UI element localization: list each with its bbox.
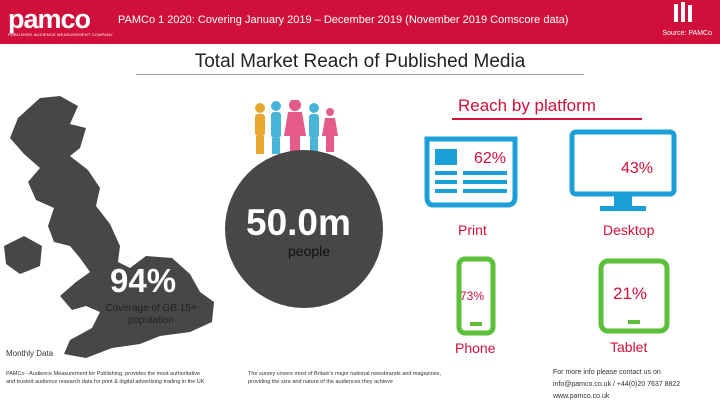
page-title: Total Market Reach of Published Media xyxy=(194,51,526,72)
coverage-value: 94% xyxy=(110,262,177,299)
phone-icon xyxy=(456,256,496,336)
total-reach-circle xyxy=(225,150,383,308)
pamco-description: PAMCo - Audience Measurement for Publish… xyxy=(6,371,205,385)
monitor-icon xyxy=(569,129,677,211)
header-bar: pamco PUBLISHED AUDIENCE MEASUREMENT COM… xyxy=(0,0,720,44)
title-divider xyxy=(136,74,584,75)
tablet-label: Tablet xyxy=(610,339,648,355)
contact-info: For more info please contact us on info@… xyxy=(553,367,715,403)
total-reach-unit: people xyxy=(288,243,331,259)
print-reach-value: 62% xyxy=(474,150,507,167)
logo-tagline: PUBLISHED AUDIENCE MEASUREMENT COMPANY xyxy=(8,32,114,37)
header-title: PAMCo 1 2020: Covering January 2019 – De… xyxy=(118,14,569,26)
people-icon xyxy=(255,100,338,154)
contact-email[interactable]: info@pamco.co.uk / +44(0)20 7637 8822 xyxy=(553,381,681,388)
tablet-icon xyxy=(598,258,670,334)
tablet-reach-value: 21% xyxy=(613,284,648,303)
pamco-logo: pamco xyxy=(8,4,91,34)
phone-label: Phone xyxy=(455,340,496,356)
monthly-data-label: Monthly Data xyxy=(6,349,54,358)
newspaper-icon xyxy=(424,136,518,208)
coverage-label: Coverage of GB 15+ population xyxy=(105,303,197,326)
uk-map-icon xyxy=(4,96,214,358)
source-label: Source: PAMCo xyxy=(662,30,712,37)
survey-description: The survey covers most of Britain's majo… xyxy=(248,371,442,385)
website-link[interactable]: www.pamco.co.uk xyxy=(553,393,610,400)
phone-reach-value: 73% xyxy=(460,289,485,303)
total-reach-value: 50.0m xyxy=(246,202,351,243)
reach-underline xyxy=(452,118,642,120)
print-label: Print xyxy=(458,222,487,238)
bars-logo-icon xyxy=(674,2,692,22)
desktop-label: Desktop xyxy=(603,222,655,238)
desktop-reach-value: 43% xyxy=(621,160,654,177)
contact-intro: For more info please contact us on xyxy=(553,369,661,376)
reach-by-platform-title: Reach by platform xyxy=(458,96,596,115)
